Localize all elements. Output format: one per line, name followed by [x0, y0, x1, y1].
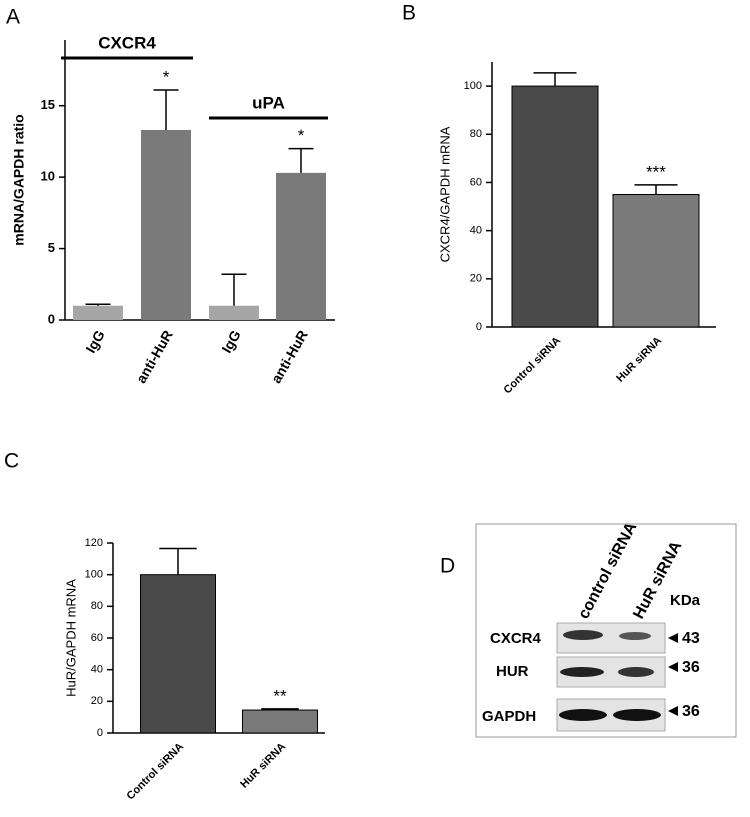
x-tick-label: Control siRNA	[125, 741, 187, 803]
bar	[141, 130, 191, 320]
error-bar	[261, 708, 299, 711]
y-tick-label: 60	[91, 632, 103, 644]
lane-label: control siRNA	[575, 519, 640, 622]
y-axis-label: CXCR4/GAPDH mRNA	[437, 126, 452, 262]
y-tick-label: 0	[48, 311, 55, 326]
size-label: 43	[682, 630, 700, 647]
y-tick-label: 5	[48, 240, 55, 255]
y-tick-label: 0	[476, 321, 482, 333]
band	[618, 667, 654, 677]
y-tick-label: 40	[470, 225, 482, 237]
panel-label: C	[4, 450, 19, 473]
error-bar	[85, 303, 111, 306]
x-tick-label: anti-HuR	[133, 327, 176, 386]
blot-row: HUR 36	[496, 656, 700, 688]
bar	[242, 709, 318, 734]
bar	[276, 172, 326, 320]
y-tick-label: 20	[91, 695, 103, 707]
y-axis-label: mRNA/GAPDH ratio	[11, 114, 27, 245]
x-tick-label: HuR siRNA	[238, 741, 288, 791]
y-tick-label: 40	[91, 664, 103, 676]
band	[563, 630, 603, 640]
error-bar	[153, 89, 179, 130]
y-tick-label: 20	[470, 273, 482, 285]
arrow	[668, 633, 678, 643]
y-tick-label: 100	[464, 80, 482, 92]
x-tick-label: IgG	[82, 327, 108, 355]
bar	[209, 305, 259, 320]
panel-label: A	[6, 6, 20, 29]
bar	[140, 574, 216, 734]
band	[619, 632, 651, 640]
y-tick-label: 15	[41, 97, 55, 112]
x-tick-label: HuR siRNA	[614, 335, 664, 385]
size-label: 36	[682, 703, 700, 720]
panel-label: B	[402, 2, 416, 25]
y-tick-label: 0	[97, 727, 103, 739]
arrow	[668, 706, 678, 716]
bar	[612, 194, 700, 328]
row-label: HUR	[496, 663, 529, 680]
row-label: GAPDH	[482, 708, 536, 725]
arrow	[668, 662, 678, 672]
y-tick-label: 100	[85, 569, 103, 581]
size-label: 36	[682, 659, 700, 676]
error-bar	[221, 273, 247, 306]
row-label: CXCR4	[490, 630, 542, 647]
group-label: CXCR4	[98, 33, 156, 52]
error-bar	[634, 184, 678, 195]
error-bar	[533, 72, 577, 87]
band	[560, 667, 604, 677]
significance: *	[163, 67, 170, 86]
y-tick-label: 80	[91, 600, 103, 612]
blot-row: CXCR4 43	[490, 622, 700, 654]
group-label: uPA	[252, 93, 285, 112]
lane-label: HuR siRNA	[630, 538, 685, 622]
y-tick-label: 120	[85, 537, 103, 549]
panel-label: D	[440, 555, 455, 578]
band	[613, 709, 661, 721]
y-tick-label: 60	[470, 176, 482, 188]
error-bar	[288, 147, 314, 173]
x-tick-label: Control siRNA	[502, 335, 564, 397]
y-axis-label: HuR/GAPDH mRNA	[63, 579, 78, 697]
band	[559, 709, 607, 721]
y-tick-label: 10	[41, 169, 55, 184]
significance: *	[298, 126, 305, 145]
blot-row: GAPDH 36	[482, 698, 700, 732]
bar	[511, 85, 599, 328]
error-bar	[159, 547, 197, 575]
x-tick-label: anti-HuR	[268, 327, 311, 386]
bar	[73, 305, 123, 320]
significance: **	[273, 686, 287, 705]
significance: ***	[646, 162, 666, 181]
blot-frame	[475, 523, 737, 738]
x-tick-label: IgG	[218, 327, 244, 355]
unit-label: KDa	[670, 592, 701, 609]
y-tick-label: 80	[470, 128, 482, 140]
